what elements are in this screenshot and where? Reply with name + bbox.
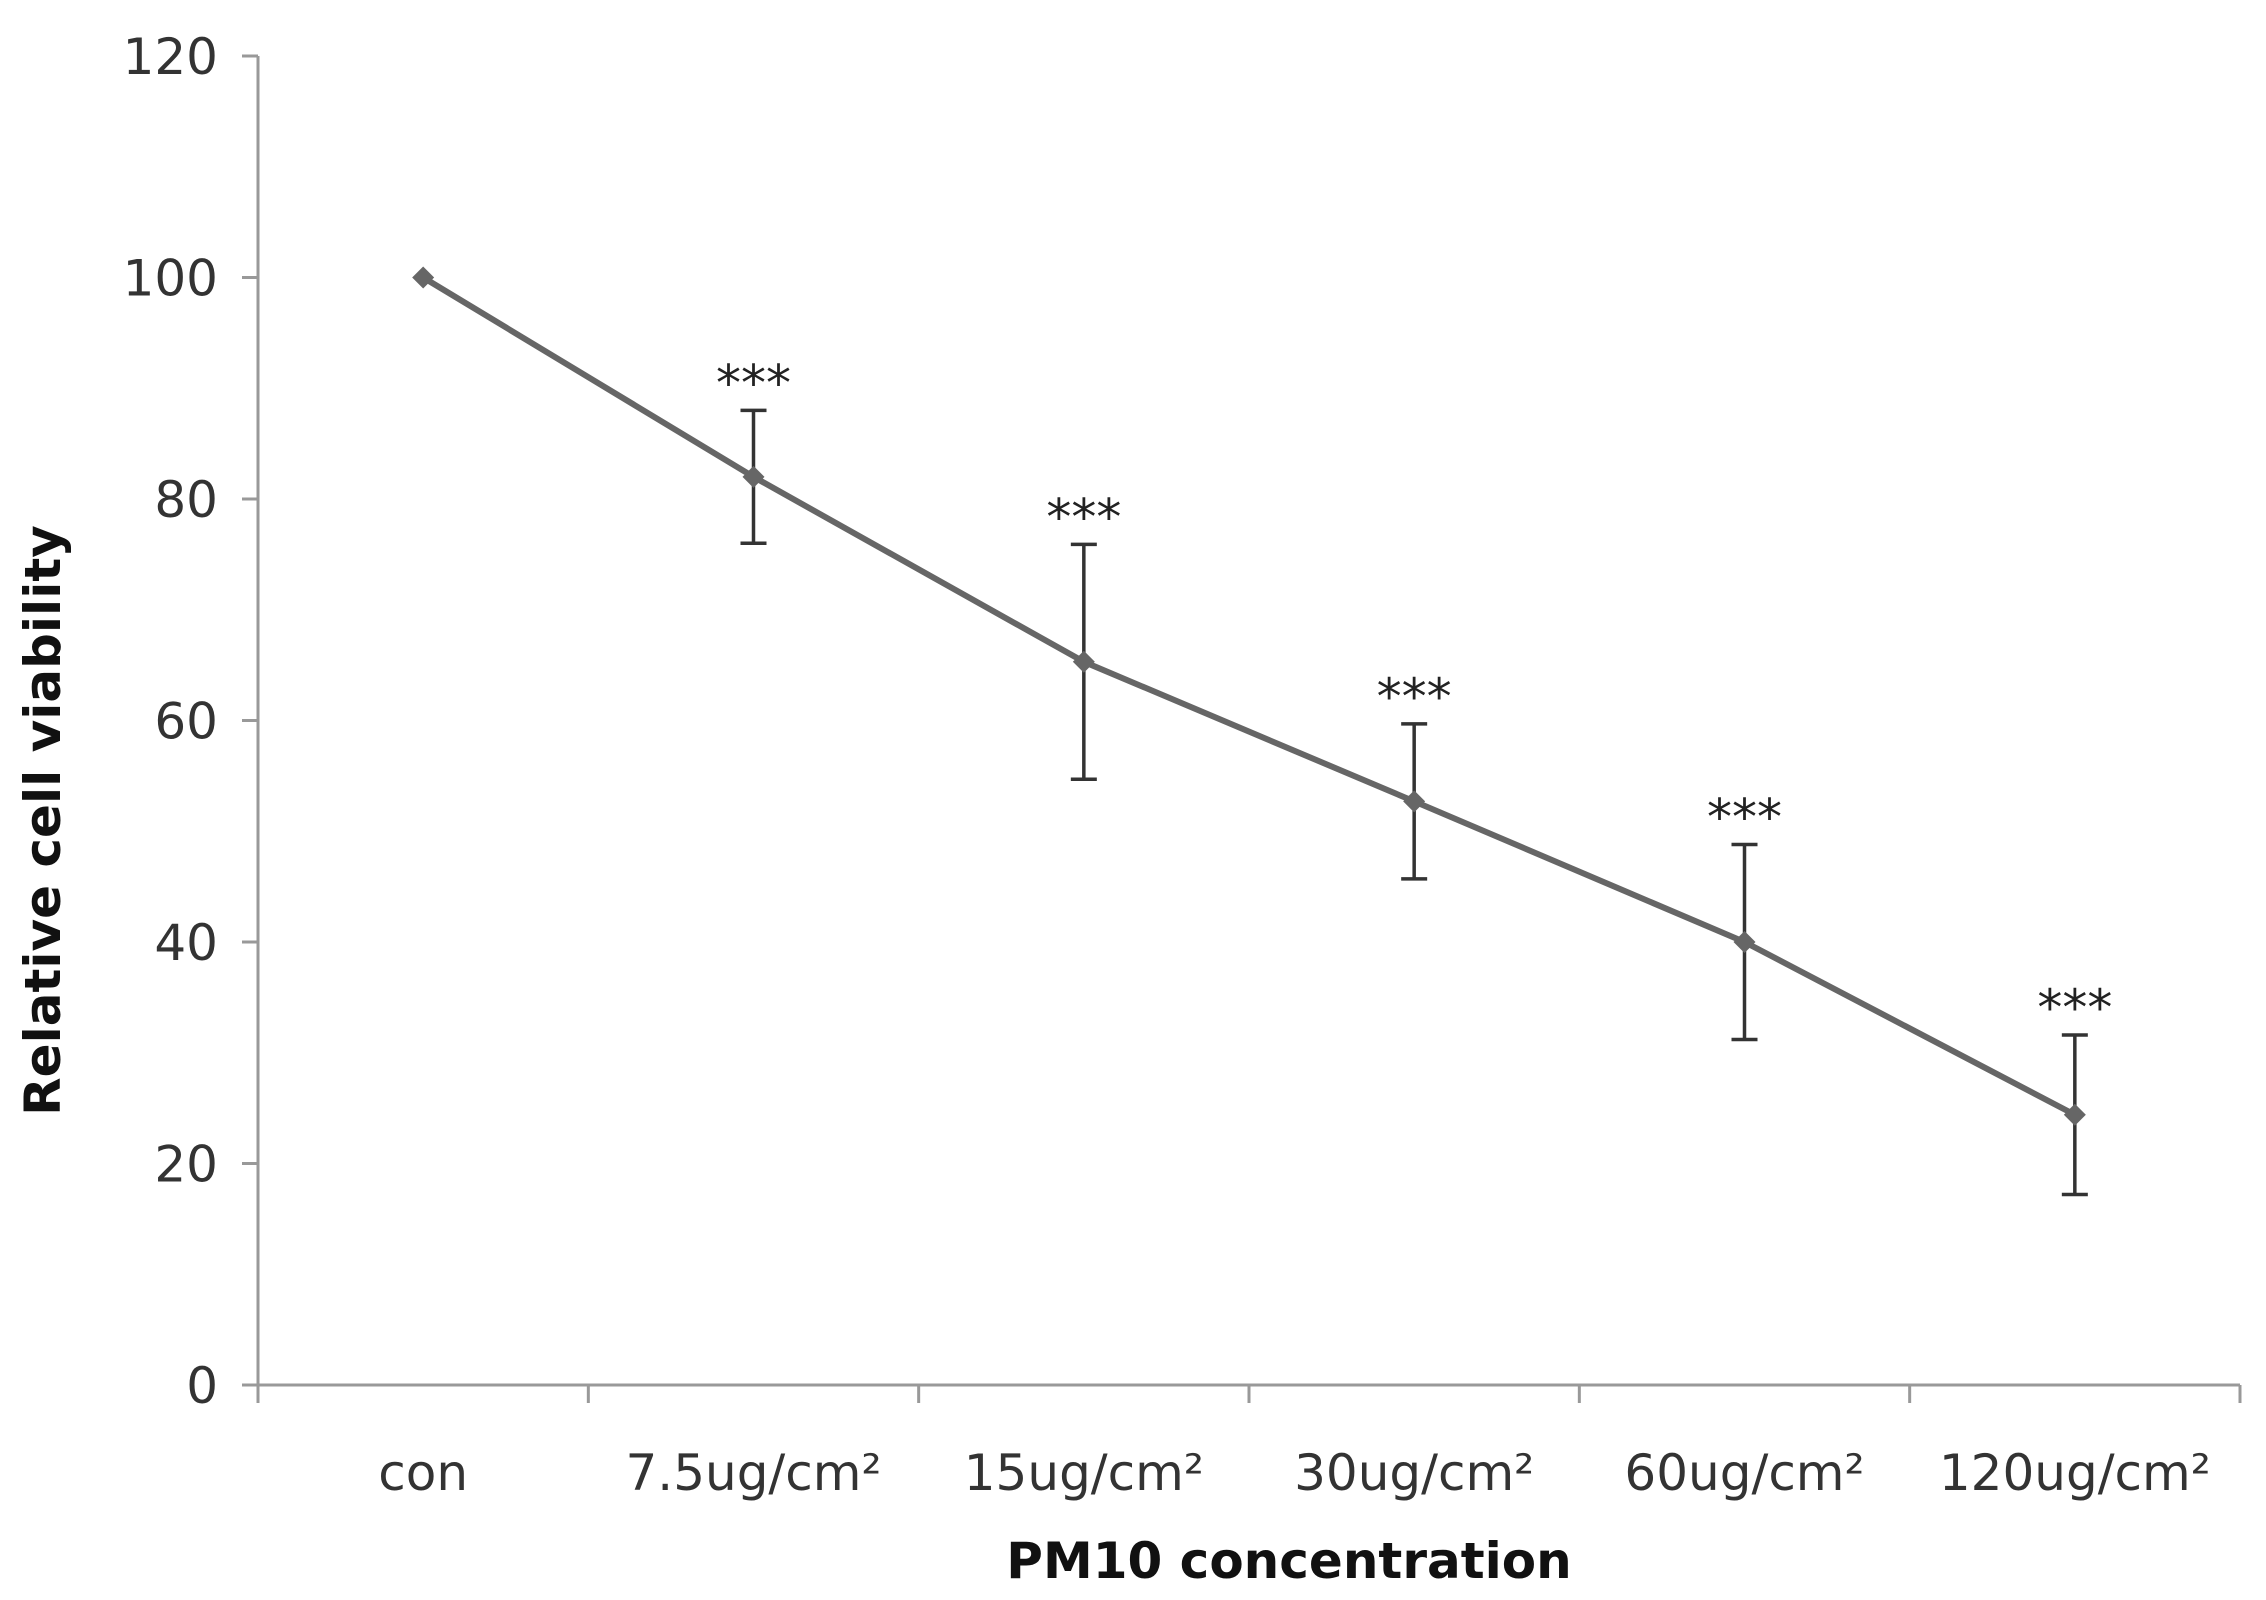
significance-label: *** xyxy=(1707,789,1782,847)
data-point xyxy=(1733,931,1756,953)
significance-labels: *** *** *** *** *** xyxy=(716,354,2112,1037)
data-point xyxy=(412,266,435,289)
data-point xyxy=(742,465,765,488)
x-tick-label: 7.5ug/cm² xyxy=(625,1444,881,1502)
y-axis: 0 20 40 60 80 100 120 xyxy=(123,28,260,1415)
significance-label: *** xyxy=(716,354,791,412)
x-tick-label: 120ug/cm² xyxy=(1939,1444,2211,1502)
y-tick-label: 100 xyxy=(123,250,218,308)
y-tick-label: 20 xyxy=(154,1136,218,1194)
y-tick-label: 60 xyxy=(154,693,218,751)
significance-label: *** xyxy=(1046,488,1121,546)
x-tick-label: 30ug/cm² xyxy=(1294,1444,1534,1502)
x-tick-label: con xyxy=(378,1444,468,1502)
y-axis-title: Relative cell viability xyxy=(14,525,72,1116)
y-tick-label: 0 xyxy=(186,1357,218,1415)
significance-label: *** xyxy=(2037,979,2112,1037)
x-tick-label: 15ug/cm² xyxy=(964,1444,1204,1502)
y-tick-label: 40 xyxy=(154,914,218,972)
x-axis-title: PM10 concentration xyxy=(1006,1532,1571,1590)
data-point xyxy=(2063,1103,2086,1126)
series-line xyxy=(421,274,2077,1118)
data-point xyxy=(1403,790,1426,813)
significance-label: *** xyxy=(1377,668,1452,726)
x-axis: con 7.5ug/cm² 15ug/cm² 30ug/cm² 60ug/cm² 120u… xyxy=(256,1383,2242,1502)
data-point xyxy=(1072,650,1095,673)
y-tick-label: 80 xyxy=(154,471,218,529)
x-tick-label: 60ug/cm² xyxy=(1624,1444,1864,1502)
series-group xyxy=(412,266,2086,1126)
y-tick-label: 120 xyxy=(123,28,218,86)
